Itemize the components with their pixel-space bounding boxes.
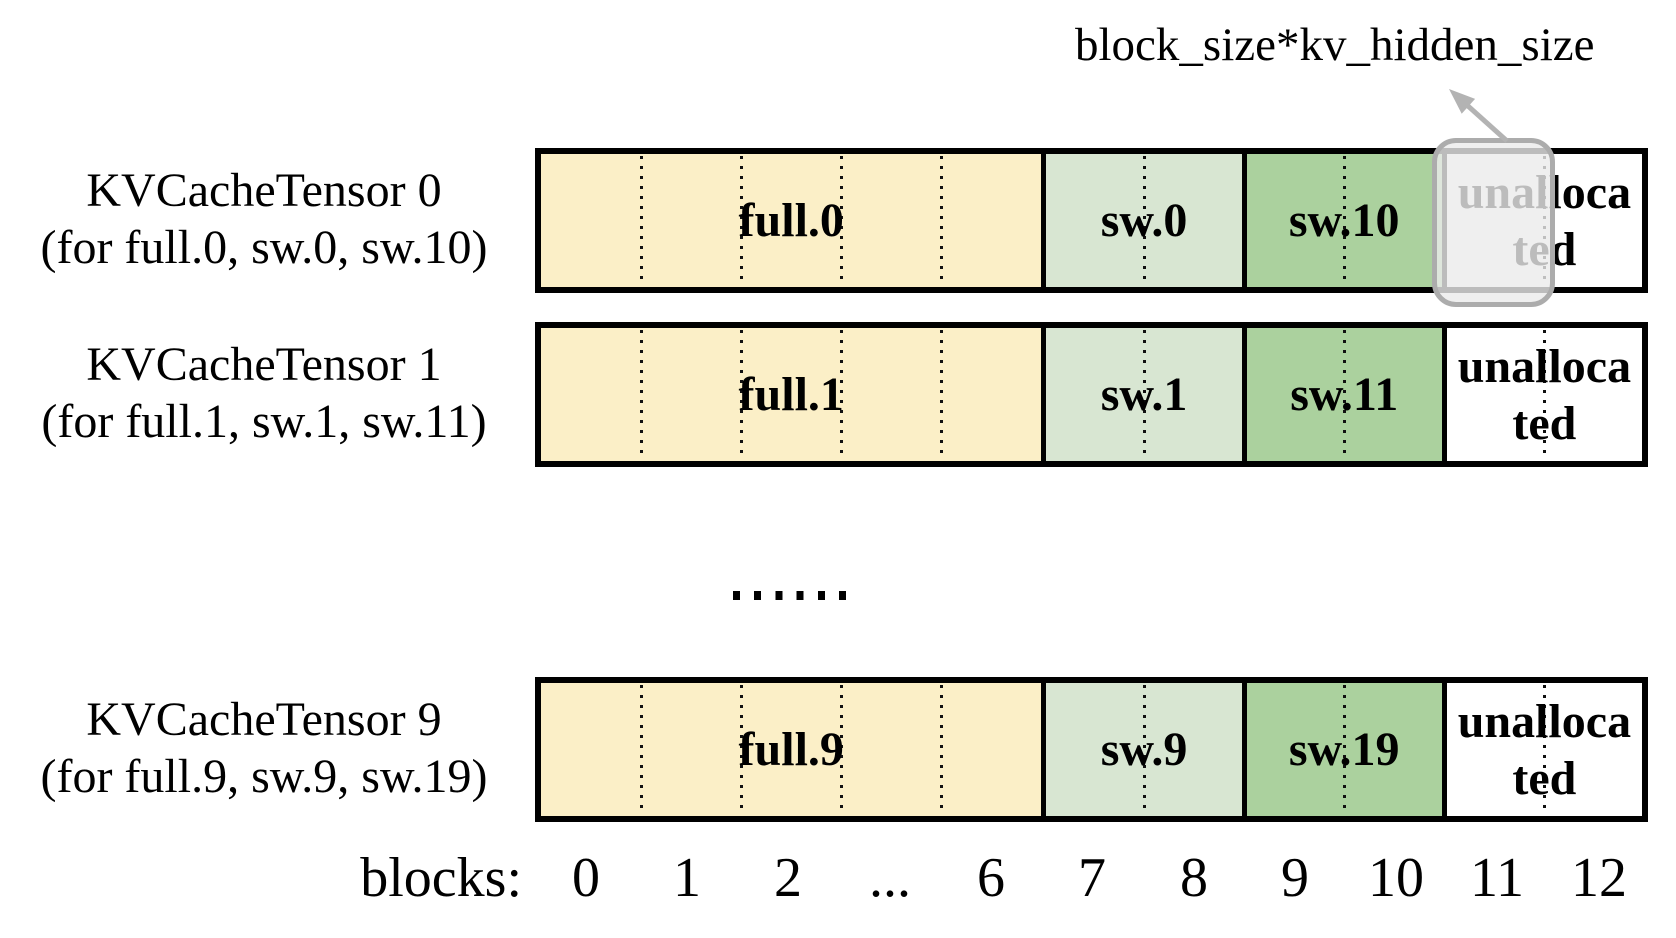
segment-sw-high: sw.19 — [1241, 683, 1442, 816]
segment-full: full.1 — [541, 328, 1042, 461]
segment-label: sw.0 — [1100, 193, 1188, 247]
block-separator-dotted — [1143, 156, 1147, 285]
block-separator-dotted — [640, 156, 644, 285]
block-separator-dotted — [1543, 330, 1547, 459]
axis-tick-12: 12 — [1571, 847, 1627, 909]
block-separator-dotted — [640, 685, 644, 814]
block-separator-dotted — [640, 330, 644, 459]
segment-sw-low: sw.9 — [1041, 683, 1242, 816]
tensor-title: KVCacheTensor 1 — [86, 338, 442, 391]
tensor-title: KVCacheTensor 0 — [86, 164, 442, 217]
block-separator-dotted — [1343, 685, 1347, 814]
block-size-annotation: block_size*kv_hidden_size — [1075, 19, 1595, 71]
segment-full: full.0 — [541, 154, 1042, 287]
block-separator-dotted — [940, 685, 944, 814]
block-separator-dotted — [1143, 685, 1147, 814]
axis-tick-9: 9 — [1281, 847, 1309, 909]
tensor-subtitle: (for full.9, sw.9, sw.19) — [40, 750, 488, 803]
kv-cache-bar-1: full.1 sw.1 sw.11 unalloca ted — [535, 322, 1648, 467]
tensor-label-9: KVCacheTensor 9 (for full.9, sw.9, sw.19… — [8, 691, 520, 807]
segment-label: sw.1 — [1100, 367, 1188, 421]
axis-tick-1: 1 — [673, 847, 701, 909]
block-separator-dotted — [1543, 685, 1547, 814]
block-separator-dotted — [740, 330, 744, 459]
axis-tick-ellipsis: ... — [869, 847, 911, 909]
segment-sw-high: sw.10 — [1241, 154, 1442, 287]
segment-sw-high: sw.11 — [1241, 328, 1442, 461]
segment-label: sw.9 — [1100, 722, 1188, 776]
block-separator-dotted — [940, 156, 944, 285]
axis-tick-11: 11 — [1470, 847, 1524, 909]
tensor-subtitle: (for full.0, sw.0, sw.10) — [40, 221, 488, 274]
segment-sw-low: sw.1 — [1041, 328, 1242, 461]
segment-label: full.9 — [738, 722, 844, 776]
segment-label: sw.11 — [1290, 367, 1399, 421]
tensor-subtitle: (for full.1, sw.1, sw.11) — [41, 395, 487, 448]
segment-label: sw.19 — [1288, 722, 1400, 776]
axis-tick-7: 7 — [1078, 847, 1106, 909]
block-separator-dotted — [1143, 330, 1147, 459]
segment-label: full.1 — [738, 367, 844, 421]
axis-tick-2: 2 — [774, 847, 802, 909]
segment-sw-low: sw.0 — [1041, 154, 1242, 287]
axis-tick-8: 8 — [1180, 847, 1208, 909]
segment-full: full.9 — [541, 683, 1042, 816]
block-separator-dotted — [740, 156, 744, 285]
segment-label: full.0 — [738, 193, 844, 247]
axis-tick-0: 0 — [572, 847, 600, 909]
block-separator-dotted — [840, 156, 844, 285]
middle-ellipsis — [733, 591, 848, 600]
axis-tick-6: 6 — [977, 847, 1005, 909]
block-separator-dotted — [840, 685, 844, 814]
tensor-label-1: KVCacheTensor 1 (for full.1, sw.1, sw.11… — [8, 336, 520, 452]
kv-cache-bar-9: full.9 sw.9 sw.19 unalloca ted — [535, 677, 1648, 822]
block-separator-dotted — [1343, 330, 1347, 459]
block-separator-dotted — [1343, 156, 1347, 285]
tensor-label-0: KVCacheTensor 0 (for full.0, sw.0, sw.10… — [8, 162, 520, 278]
block-separator-dotted — [840, 330, 844, 459]
blocks-axis-label: blocks: — [360, 847, 522, 909]
block-separator-dotted — [940, 330, 944, 459]
block-separator-dotted — [740, 685, 744, 814]
block-highlight-box — [1432, 138, 1555, 307]
segment-label: sw.10 — [1288, 193, 1400, 247]
axis-tick-10: 10 — [1368, 847, 1424, 909]
tensor-title: KVCacheTensor 9 — [86, 693, 442, 746]
